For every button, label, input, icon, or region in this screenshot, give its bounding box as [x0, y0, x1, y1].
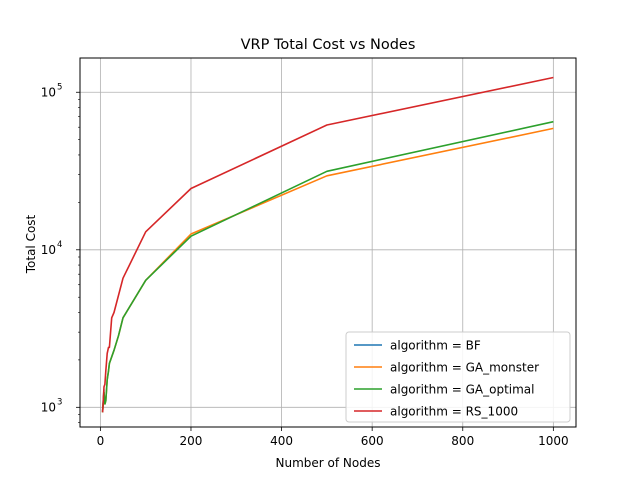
- x-tick-label: 200: [180, 434, 203, 448]
- legend-label: algorithm = GA_monster: [390, 361, 539, 375]
- x-tick-label: 800: [451, 434, 474, 448]
- y-tick-exponent: 5: [57, 82, 62, 92]
- legend-label: algorithm = RS_1000: [390, 405, 518, 419]
- series-line-2: [101, 120, 554, 413]
- x-tick-label: 600: [361, 434, 384, 448]
- y-tick-exponent: 4: [57, 240, 62, 250]
- series-line-3: [101, 76, 554, 413]
- grid: [80, 58, 576, 427]
- y-tick-label: 10: [41, 85, 56, 99]
- legend: algorithm = BF algorithm = GA_monsteralgo…: [345, 331, 571, 423]
- x-tick-label: 1000: [538, 434, 569, 448]
- legend-box: [345, 331, 571, 423]
- y-axis-label: Total Cost: [24, 214, 38, 274]
- legend-label: algorithm = GA_optimal: [390, 383, 534, 397]
- legend-label: algorithm = BF: [390, 339, 481, 353]
- y-tick-exponent: 3: [57, 397, 62, 407]
- plot-frame: [79, 57, 577, 428]
- series-lines: [101, 76, 554, 413]
- x-axis: 0 200 400 600 800 1000: [97, 427, 569, 448]
- x-tick-label: 0: [97, 434, 105, 448]
- y-tick-label: 10: [41, 400, 56, 414]
- x-axis-label: Number of Nodes: [276, 456, 381, 470]
- x-tick-label: 400: [270, 434, 293, 448]
- y-tick-label: 10: [41, 243, 56, 257]
- chart-title: VRP Total Cost vs Nodes: [241, 37, 416, 53]
